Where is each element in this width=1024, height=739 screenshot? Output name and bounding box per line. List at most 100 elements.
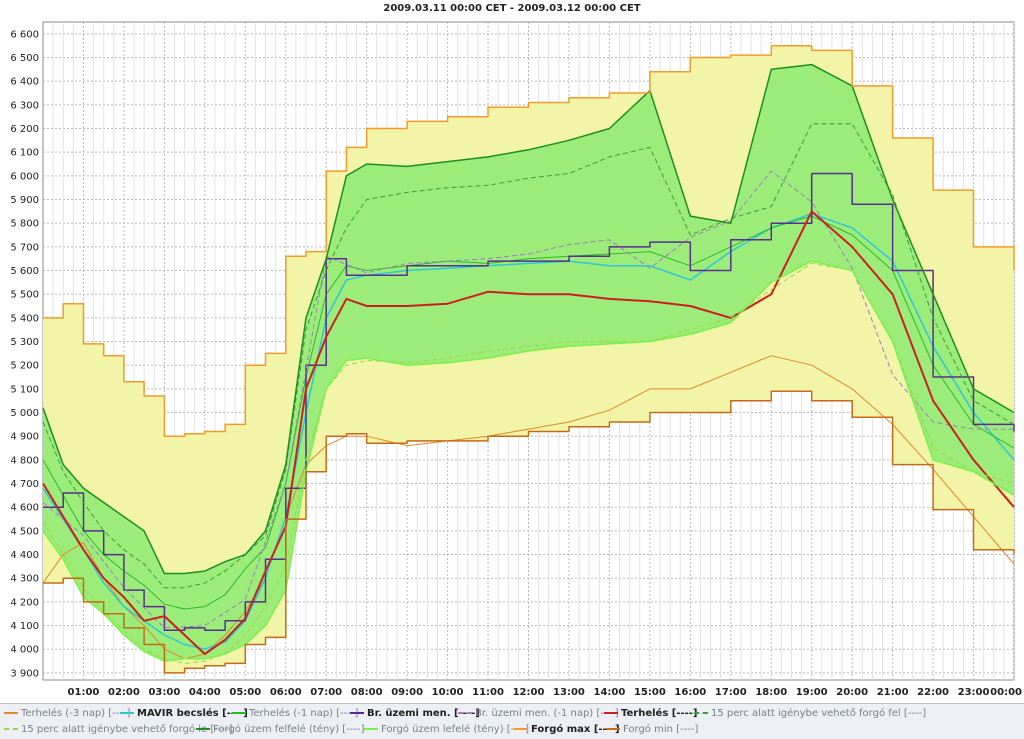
x-tick-label: 19:00 [796, 687, 828, 698]
x-tick-label: 00:00 [990, 687, 1022, 698]
legend-swatch [120, 712, 134, 714]
legend-label: Br. üzemi men. [----] [367, 707, 480, 719]
y-tick-label: 6 200 [10, 124, 39, 135]
legend-swatch [604, 712, 618, 714]
x-tick-label: 14:00 [593, 687, 625, 698]
x-tick-label: 10:00 [432, 687, 464, 698]
series-line-terhel-s [42, 210, 1015, 655]
x-tick-label: 01:00 [68, 687, 100, 698]
x-tick-label: 15:00 [634, 687, 666, 698]
x-tick-label: 06:00 [270, 687, 302, 698]
series-line-forg-zem-felfel-t-ny [42, 63, 1015, 575]
legend-label: Terhelés [----] [621, 707, 698, 719]
legend-item-br-uzemi-men-1nap[interactable]: Br. üzemi men. (-1 nap) [----] [458, 706, 619, 720]
y-tick-label: 6 500 [10, 53, 39, 64]
series-line-br-zemi-men [43, 172, 1015, 632]
y-tick-label: 4 400 [10, 550, 39, 561]
y-tick-label: 6 100 [10, 148, 39, 159]
legend-swatch [4, 728, 18, 730]
y-tick-label: 4 000 [10, 645, 39, 656]
x-tick-label: 12:00 [513, 687, 545, 698]
x-tick-label: 21:00 [877, 687, 909, 698]
x-tick-label: 17:00 [715, 687, 747, 698]
legend-label: Forgó üzem lefelé (tény) [----] [381, 723, 530, 735]
y-tick-label: 4 300 [10, 574, 39, 585]
y-tick-label: 4 200 [10, 597, 39, 608]
y-tick-label: 5 000 [10, 408, 39, 419]
x-tick-label: 18:00 [755, 687, 787, 698]
y-tick-label: 4 800 [10, 455, 39, 466]
legend-label: Terhelés (-1 nap) [----] [249, 707, 359, 719]
x-tick-label: 09:00 [391, 687, 423, 698]
legend-item-br-uzemi-men[interactable]: Br. üzemi men. [----] [350, 706, 480, 720]
x-tick-label: 03:00 [148, 687, 180, 698]
x-tick-label: 07:00 [310, 687, 342, 698]
y-tick-label: 6 400 [10, 77, 39, 88]
x-tick-label: 23:00 [958, 687, 990, 698]
y-tick-label: 5 400 [10, 313, 39, 324]
y-tick-label: 4 700 [10, 479, 39, 490]
legend-item-terheles-3nap[interactable]: Terhelés (-3 nap) [----] [4, 706, 131, 720]
chart-svg: 3 900 4 000 4 100 4 200 4 300 4 400 4 500 4 600… [10, 3, 1022, 698]
y-tick-label: 5 600 [10, 266, 39, 277]
y-tick-label: 5 900 [10, 195, 39, 206]
legend-swatch [514, 728, 528, 730]
series-line-br-zemi-men-1-nap [42, 170, 1014, 629]
legend-label: Forgó max [----] [531, 723, 620, 735]
y-tick-label: 5 500 [10, 290, 39, 301]
y-tick-label: 6 300 [10, 100, 39, 111]
legend-swatch [458, 712, 472, 714]
x-tick-label: 20:00 [836, 687, 868, 698]
chart-legend: Terhelés (-3 nap) [----] MAVIR becslés [… [0, 703, 1024, 739]
y-tick-label: 5 100 [10, 384, 39, 395]
series-line-terhel-s-1-nap [42, 215, 1015, 610]
legend-item-mavir-becsles[interactable]: MAVIR becslés [----] [120, 706, 248, 720]
y-tick-label: 5 200 [10, 361, 39, 372]
legend-swatch [350, 712, 364, 714]
y-tick-label: 4 500 [10, 526, 39, 537]
legend-label: MAVIR becslés [----] [137, 707, 248, 719]
series-line-forg-min [43, 390, 1015, 674]
y-tick-label: 3 900 [10, 668, 39, 679]
y-tick-label: 5 700 [10, 242, 39, 253]
legend-item-forgo-felfele[interactable]: Forgó üzem felfelé (tény) [----] [196, 722, 365, 736]
x-tick-label: 02:00 [108, 687, 140, 698]
legend-swatch [196, 728, 210, 730]
legend-item-terheles[interactable]: Terhelés [----] [604, 706, 698, 720]
series-line-forg-max [43, 44, 1015, 437]
y-tick-label: 4 100 [10, 621, 39, 632]
legend-label: Br. üzemi men. (-1 nap) [----] [475, 707, 619, 719]
legend-swatch [694, 712, 708, 714]
legend-item-terheles-1nap[interactable]: Terhelés (-1 nap) [----] [232, 706, 359, 720]
x-tick-label: 13:00 [553, 687, 585, 698]
y-tick-label: 6 600 [10, 29, 39, 40]
legend-label: Forgó min [----] [623, 723, 699, 735]
legend-label: Forgó üzem felfelé (tény) [----] [213, 723, 365, 735]
legend-item-forgo-max[interactable]: Forgó max [----] [514, 722, 620, 736]
x-tick-label: 22:00 [917, 687, 949, 698]
y-tick-label: 4 900 [10, 432, 39, 443]
x-tick-label: 11:00 [472, 687, 504, 698]
legend-swatch [606, 728, 620, 730]
legend-label: 15 perc alatt igénybe vehető forgó fel [… [711, 707, 927, 719]
x-tick-label: 05:00 [229, 687, 261, 698]
series-line-15-perc-alatt-ig-nybe-vehet-forg-fel [42, 123, 1015, 589]
legend-label: 15 perc alatt igénybe vehető forgó le [-… [21, 723, 233, 735]
x-tick-label: 04:00 [189, 687, 221, 698]
y-tick-label: 5 800 [10, 219, 39, 230]
y-tick-label: 6 000 [10, 171, 39, 182]
chart-title: 2009.03.11 00:00 CET - 2009.03.12 00:00 … [383, 3, 640, 14]
x-tick-label: 16:00 [674, 687, 706, 698]
legend-swatch [232, 712, 246, 714]
series-line-15-perc-alatt-ig-nybe-vehet-forg-le [42, 262, 1015, 664]
legend-item-15perc-le[interactable]: 15 perc alatt igénybe vehető forgó le [-… [4, 722, 233, 736]
x-tick-label: 08:00 [351, 687, 383, 698]
legend-item-forgo-min[interactable]: Forgó min [----] [606, 722, 698, 736]
y-tick-label: 4 600 [10, 503, 39, 514]
legend-swatch [4, 712, 18, 714]
legend-label: Terhelés (-3 nap) [----] [21, 707, 131, 719]
legend-item-15perc-fel[interactable]: 15 perc alatt igénybe vehető forgó fel [… [694, 706, 926, 720]
series-line-forg-zem-lefel-t-ny [42, 260, 1015, 662]
legend-item-forgo-lefele[interactable]: Forgó üzem lefelé (tény) [----] [364, 722, 529, 736]
